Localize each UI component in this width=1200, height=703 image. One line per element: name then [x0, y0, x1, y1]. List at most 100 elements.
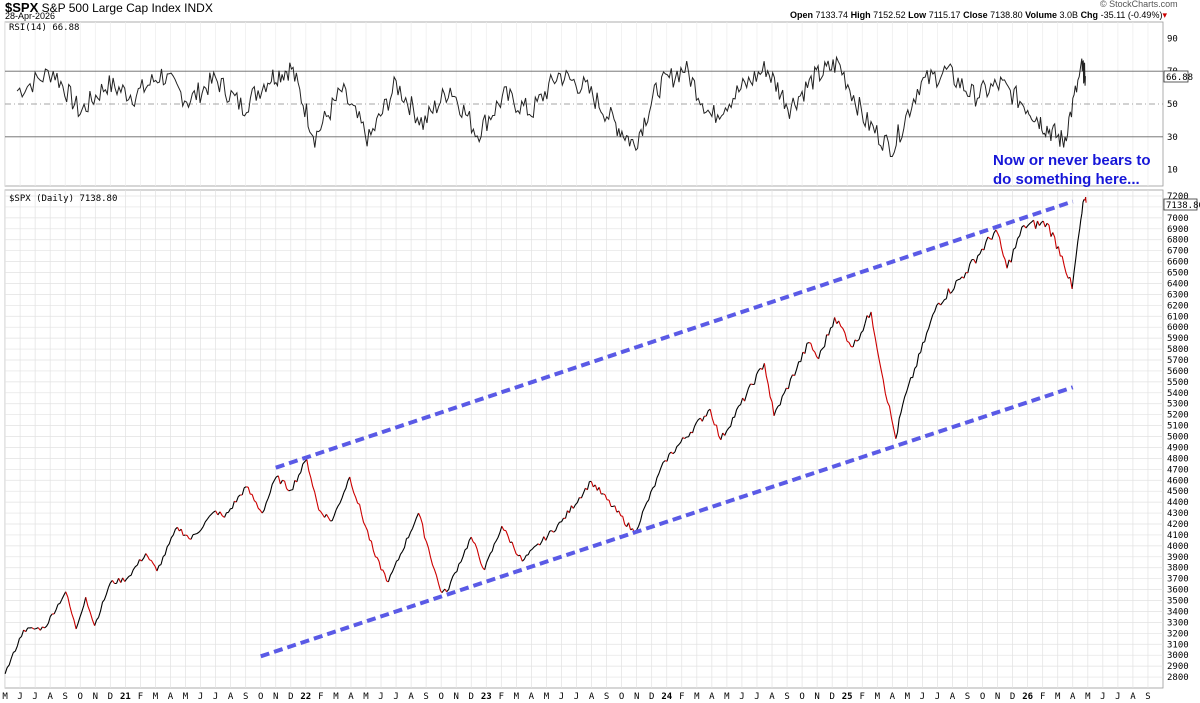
index-name: S&P 500 Large Cap Index: [41, 1, 181, 15]
x-tick-label: M: [875, 692, 881, 702]
symbol: $SPX: [5, 0, 39, 15]
x-tick-label: A: [1070, 692, 1076, 702]
y-tick-label: 3200: [1167, 629, 1189, 639]
x-tick-label: N: [453, 692, 458, 702]
y-tick-label: 6600: [1167, 258, 1189, 268]
y-tick-label: 6700: [1167, 247, 1189, 257]
x-tick-label: A: [529, 692, 535, 702]
down-arrow-icon: ▾: [1162, 10, 1167, 20]
x-tick-label: D: [469, 692, 474, 702]
x-tick-label: M: [1085, 692, 1091, 702]
x-tick-label: A: [47, 692, 53, 702]
annotation-line-1: Now or never bears to: [993, 152, 1151, 169]
chg-label: Chg: [1080, 10, 1099, 20]
x-tick-label: N: [814, 692, 819, 702]
x-tick-label: J: [378, 692, 383, 702]
x-tick-label: A: [589, 692, 595, 702]
y-tick-label: 3500: [1167, 597, 1189, 607]
y-tick-label: 4700: [1167, 465, 1189, 475]
x-tick-label: A: [408, 692, 414, 702]
open-value: 7133.74: [815, 10, 849, 20]
x-tick-label: M: [333, 692, 339, 702]
x-tick-label: D: [108, 692, 113, 702]
price-panel: 2800290030003100320033003400350036003700…: [2, 152, 1200, 702]
x-tick-label: J: [32, 692, 37, 702]
y-tick-label: 4200: [1167, 520, 1189, 530]
y-tick-label: 5900: [1167, 334, 1189, 344]
x-tick-label: J: [1115, 692, 1120, 702]
x-tick-label: O: [78, 692, 83, 702]
y-tick-label: 5800: [1167, 345, 1189, 355]
x-tick-label: S: [965, 692, 970, 702]
chart-title: $SPX S&P 500 Large Cap Index INDX: [5, 0, 213, 15]
y-tick-label: 5300: [1167, 400, 1189, 410]
volume-label: Volume: [1025, 10, 1058, 20]
x-tick-label: J: [559, 692, 564, 702]
y-tick-label: 5100: [1167, 422, 1189, 432]
rsi-tick-label: 50: [1167, 100, 1178, 110]
x-tick-label: J: [213, 692, 218, 702]
y-tick-label: 2900: [1167, 662, 1189, 672]
y-tick-label: 3900: [1167, 553, 1189, 563]
y-tick-label: 4900: [1167, 443, 1189, 453]
x-tick-label: M: [514, 692, 520, 702]
rsi-tick-label: 30: [1167, 133, 1178, 143]
volume-value: 3.0B: [1059, 10, 1079, 20]
y-tick-label: 6500: [1167, 269, 1189, 279]
price-series-down: [23, 197, 1087, 633]
close-value: 7138.80: [990, 10, 1023, 20]
x-tick-label: A: [348, 692, 354, 702]
x-tick-label: D: [288, 692, 293, 702]
price-frame: [4, 189, 1164, 689]
x-tick-label: M: [363, 692, 369, 702]
y-tick-label: 3800: [1167, 564, 1189, 574]
x-tick-label: M: [694, 692, 700, 702]
y-tick-label: 2800: [1167, 673, 1189, 683]
x-tick-label: O: [619, 692, 624, 702]
annotation-line-2: do something here...: [993, 171, 1140, 188]
high-label: High: [850, 10, 871, 20]
x-tick-label: D: [829, 692, 834, 702]
x-tick-label: F: [1040, 692, 1045, 702]
x-tick-label: J: [1100, 692, 1105, 702]
y-tick-label: 6200: [1167, 301, 1189, 311]
x-tick-label: A: [1130, 692, 1136, 702]
x-tick-label: J: [920, 692, 925, 702]
quote-bar: Open 7133.74 High 7152.52 Low 7115.17 Cl…: [790, 10, 1167, 21]
y-tick-label: 5700: [1167, 356, 1189, 366]
x-tick-label: M: [905, 692, 911, 702]
y-tick-label: 5500: [1167, 378, 1189, 388]
open-label: Open: [790, 10, 814, 20]
x-tick-label: O: [258, 692, 263, 702]
y-tick-label: 4800: [1167, 454, 1189, 464]
rsi-last-box: [1163, 70, 1189, 83]
y-tick-label: 3000: [1167, 651, 1189, 661]
y-tick-label: 6100: [1167, 312, 1189, 322]
x-tick-label: M: [1055, 692, 1061, 702]
y-tick-label: 4100: [1167, 531, 1189, 541]
x-tick-label: A: [769, 692, 775, 702]
rsi-tick-label: 90: [1167, 34, 1178, 44]
x-tick-label: M: [724, 692, 730, 702]
trendline-lower: [260, 385, 1074, 659]
y-tick-label: 3100: [1167, 640, 1189, 650]
x-tick-label: 24: [661, 692, 672, 702]
y-tick-label: 3300: [1167, 618, 1189, 628]
x-tick-label: J: [393, 692, 398, 702]
price-last-label: 7138.80: [1166, 201, 1200, 211]
x-tick-label: S: [784, 692, 789, 702]
x-tick-label: S: [1145, 692, 1150, 702]
x-tick-label: F: [860, 692, 865, 702]
x-tick-label: O: [799, 692, 804, 702]
low-value: 7115.17: [928, 10, 961, 20]
y-tick-label: 4300: [1167, 509, 1189, 519]
x-tick-label: A: [950, 692, 956, 702]
price-legend: $SPX (Daily) 7138.80: [9, 194, 117, 204]
y-tick-label: 6400: [1167, 279, 1189, 289]
x-tick-label: A: [168, 692, 174, 702]
x-tick-label: M: [153, 692, 159, 702]
x-tick-label: F: [318, 692, 323, 702]
x-tick-label: S: [63, 692, 68, 702]
x-tick-label: S: [604, 692, 609, 702]
